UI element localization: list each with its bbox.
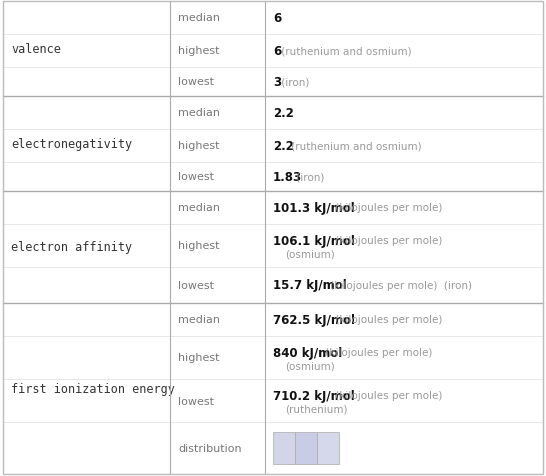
Text: 106.1 kJ/mol: 106.1 kJ/mol: [273, 234, 355, 247]
Text: (kilojoules per mole): (kilojoules per mole): [332, 236, 443, 246]
Text: 101.3 kJ/mol: 101.3 kJ/mol: [273, 201, 355, 214]
Text: valence: valence: [11, 43, 61, 56]
Text: distribution: distribution: [178, 443, 242, 453]
Text: lowest: lowest: [178, 77, 214, 87]
Text: 6: 6: [273, 12, 281, 25]
Text: (osmium): (osmium): [285, 360, 335, 370]
Text: (kilojoules per mole): (kilojoules per mole): [332, 203, 443, 213]
Bar: [317, 432, 339, 464]
Text: median: median: [178, 203, 220, 213]
Text: electronegativity: electronegativity: [11, 138, 132, 150]
Text: 15.7 kJ/mol: 15.7 kJ/mol: [273, 279, 347, 292]
Text: (kilojoules per mole): (kilojoules per mole): [332, 315, 443, 325]
Text: (ruthenium): (ruthenium): [285, 404, 347, 414]
Text: (kilojoules per mole)  (iron): (kilojoules per mole) (iron): [327, 280, 472, 290]
Text: (ruthenium and osmium): (ruthenium and osmium): [288, 141, 422, 151]
Text: highest: highest: [178, 46, 219, 56]
Text: 3: 3: [273, 76, 281, 89]
Text: median: median: [178, 108, 220, 118]
Text: (iron): (iron): [293, 172, 324, 182]
Text: 840 kJ/mol: 840 kJ/mol: [273, 346, 342, 359]
Bar: [295, 432, 317, 464]
Text: 710.2 kJ/mol: 710.2 kJ/mol: [273, 389, 355, 402]
Text: highest: highest: [178, 141, 219, 151]
Bar: [273, 432, 295, 464]
Text: lowest: lowest: [178, 396, 214, 406]
Text: lowest: lowest: [178, 280, 214, 290]
Text: (osmium): (osmium): [285, 248, 335, 258]
Text: median: median: [178, 315, 220, 325]
Text: highest: highest: [178, 353, 219, 363]
Text: first ionization energy: first ionization energy: [11, 382, 175, 395]
Text: 2.2: 2.2: [273, 107, 294, 119]
Text: 6: 6: [273, 45, 281, 58]
Text: 1.83: 1.83: [273, 170, 302, 183]
Text: (iron): (iron): [278, 77, 309, 87]
Text: 762.5 kJ/mol: 762.5 kJ/mol: [273, 313, 355, 327]
Text: (ruthenium and osmium): (ruthenium and osmium): [278, 46, 412, 56]
Text: electron affinity: electron affinity: [11, 241, 132, 254]
Text: (kilojoules per mole): (kilojoules per mole): [332, 391, 443, 401]
Text: 2.2: 2.2: [273, 139, 294, 152]
Text: median: median: [178, 13, 220, 23]
Text: highest: highest: [178, 241, 219, 251]
Text: (kilojoules per mole): (kilojoules per mole): [322, 347, 432, 357]
Text: lowest: lowest: [178, 172, 214, 182]
